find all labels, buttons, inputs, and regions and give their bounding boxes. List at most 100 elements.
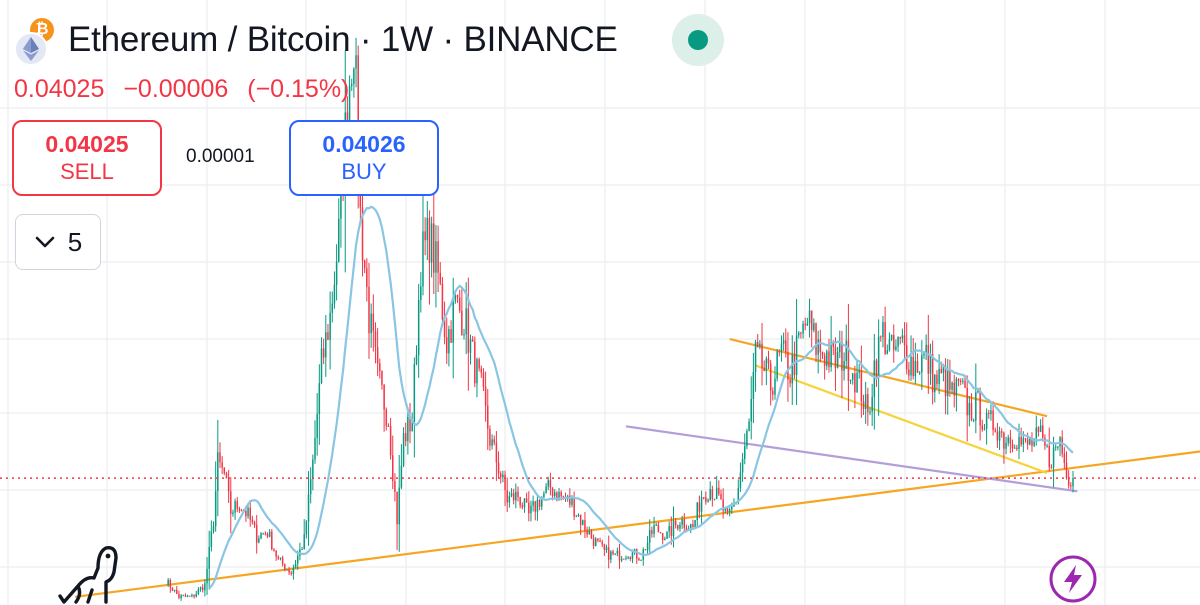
- candle-body: [199, 587, 202, 590]
- candle-body: [864, 394, 867, 410]
- candle-body: [430, 223, 433, 263]
- candle-body: [996, 431, 999, 441]
- candle-body: [702, 497, 705, 499]
- candle-body: [614, 553, 616, 555]
- candle-body: [262, 533, 264, 535]
- candle-body: [828, 351, 830, 368]
- candle-body: [700, 497, 703, 512]
- candle-body: [1037, 427, 1040, 432]
- candle-body: [541, 497, 543, 507]
- chevron-down-icon: [35, 236, 55, 248]
- candle-body: [867, 394, 869, 412]
- candle-body: [450, 329, 452, 343]
- candle-body: [869, 411, 871, 413]
- candle-body: [251, 519, 254, 523]
- candle-body: [985, 413, 988, 429]
- candle-body: [253, 522, 256, 526]
- candle-body: [204, 583, 206, 591]
- candle-body: [586, 530, 588, 535]
- candle-body: [851, 373, 854, 380]
- candle-body: [845, 340, 848, 362]
- candle-body: [653, 525, 655, 534]
- candle-body: [374, 331, 377, 348]
- candle-body: [532, 501, 534, 506]
- candle-body: [279, 557, 282, 559]
- candle-body: [439, 272, 442, 284]
- candle-body: [510, 493, 513, 497]
- candle-body: [780, 343, 783, 352]
- candle-body: [877, 336, 880, 377]
- candle-body: [970, 402, 973, 421]
- candle-body: [361, 207, 364, 261]
- candle-body: [731, 506, 733, 510]
- candle-body: [638, 558, 640, 561]
- candle-body: [197, 589, 200, 594]
- candle-body: [240, 510, 243, 512]
- candle-body: [316, 414, 318, 439]
- candle-body: [981, 425, 984, 430]
- candle-body: [305, 521, 308, 535]
- candle-body: [1020, 436, 1022, 445]
- candle-body: [515, 491, 517, 501]
- candle-body: [841, 342, 843, 371]
- candle-body: [817, 339, 819, 355]
- candle-body: [679, 524, 681, 529]
- candle-body: [655, 524, 657, 526]
- candle-body: [255, 525, 258, 543]
- candle-body: [309, 479, 312, 495]
- candle-body: [929, 354, 932, 374]
- candle-body: [536, 499, 539, 512]
- candle-body: [1033, 438, 1035, 446]
- lightning-bolt-icon[interactable]: [1048, 554, 1098, 604]
- candle-body: [858, 370, 860, 373]
- candle-body: [277, 556, 280, 559]
- candle-body: [774, 378, 776, 395]
- candle-body: [491, 439, 493, 446]
- candle-body: [895, 346, 897, 350]
- market-status-button[interactable]: [672, 14, 724, 66]
- candle-body: [312, 459, 314, 480]
- candle-body: [1024, 438, 1027, 440]
- candle-body: [543, 493, 545, 498]
- candle-body: [806, 323, 809, 326]
- sell-label: SELL: [60, 159, 114, 184]
- sell-button[interactable]: 0.04025 SELL: [12, 120, 162, 196]
- candle-body: [573, 498, 575, 517]
- candle-body: [670, 526, 673, 536]
- candle-body: [871, 396, 873, 412]
- candle-body: [1003, 432, 1005, 449]
- candle-body: [815, 323, 817, 355]
- candle-body: [411, 422, 413, 432]
- candle-body: [238, 508, 241, 511]
- candle-body: [437, 241, 439, 273]
- candle-body: [949, 370, 951, 390]
- candle-body: [668, 526, 670, 532]
- candle-body: [169, 579, 172, 588]
- candle-body: [785, 340, 787, 353]
- candle-body: [469, 339, 472, 353]
- candle-body: [752, 371, 755, 399]
- price-change: −0.00006: [123, 75, 229, 103]
- candle-body: [694, 520, 696, 527]
- tradingview-dino-icon[interactable]: [58, 544, 120, 604]
- candle-body: [882, 322, 884, 338]
- symbol-title[interactable]: Ethereum / Bitcoin · 1W · BINANCE: [68, 20, 618, 59]
- buy-button[interactable]: 0.04026 BUY: [289, 120, 439, 196]
- quote-line: 0.04025 −0.00006 (−0.15%): [14, 75, 349, 104]
- candle-body: [258, 538, 260, 543]
- candle-body: [990, 410, 992, 415]
- candle-body: [495, 442, 498, 463]
- candle-body: [232, 512, 234, 514]
- candle-body: [208, 546, 210, 569]
- indicators-toggle-button[interactable]: 5: [15, 214, 101, 270]
- candle-body: [661, 533, 664, 540]
- candle-body: [592, 537, 595, 547]
- candle-body: [178, 593, 180, 598]
- candle-body: [191, 594, 193, 597]
- candle-body: [227, 478, 230, 492]
- trendline-support: [75, 450, 1200, 598]
- candle-body: [897, 336, 899, 347]
- candle-body: [1046, 445, 1048, 447]
- candle-body: [957, 379, 960, 381]
